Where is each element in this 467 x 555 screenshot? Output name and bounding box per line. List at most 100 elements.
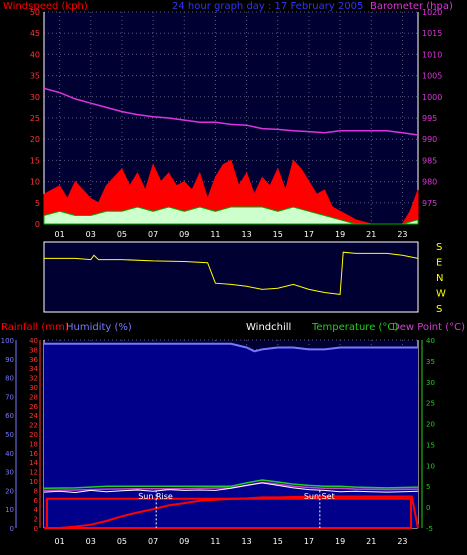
sun-set-label: Sun Set — [304, 492, 335, 501]
humidity-tick-label: 0 — [10, 525, 14, 533]
lower-hour-tick-label: 11 — [210, 537, 220, 546]
humidity-tick-label: 70 — [5, 393, 14, 401]
wind-hour-tick-label: 17 — [304, 230, 314, 239]
barometer-tick-label: 975 — [422, 199, 437, 208]
wind-hour-tick-label: 09 — [179, 230, 189, 239]
temperature-tick-label: 40 — [426, 337, 435, 345]
wind-hour-tick-label: 13 — [241, 230, 251, 239]
windspeed-tick-label: 15 — [30, 156, 40, 165]
direction-label: S — [436, 242, 442, 253]
wind-hour-tick-label: 21 — [366, 230, 376, 239]
windspeed-tick-label: 35 — [30, 72, 40, 81]
rain-tick-label: 32 — [29, 375, 38, 383]
barometer-tick-label: 1000 — [422, 93, 442, 102]
wind-hour-tick-label: 23 — [397, 230, 407, 239]
windspeed-tick-label: 10 — [30, 178, 40, 187]
direction-label: W — [436, 289, 446, 300]
windspeed-tick-labels: 0 5 10 15 20 25 30 35 40 45 50 — [30, 8, 40, 229]
wind-hour-tick-label: 15 — [273, 230, 283, 239]
windspeed-tick-label: 50 — [30, 8, 40, 17]
rain-tick-label: 26 — [29, 403, 38, 411]
temperature-tick-label: 35 — [426, 358, 435, 366]
rain-tick-label: 24 — [29, 412, 38, 420]
lower-hour-tick-label: 17 — [304, 537, 314, 546]
wind-hour-tick-label: 01 — [54, 230, 64, 239]
temperature-tick-label: 30 — [426, 379, 435, 387]
humidity-tick-label: 90 — [5, 356, 14, 364]
barometer-tick-label: 1010 — [422, 50, 442, 59]
windspeed-tick-label: 20 — [30, 135, 40, 144]
lower-tick-labels: 0102030405060708090100024681012141618202… — [1, 337, 435, 546]
rain-tick-label: 34 — [29, 365, 38, 373]
lower-hour-tick-label: 03 — [86, 537, 96, 546]
windchill-line — [43, 482, 419, 494]
lower-hour-tick-label: 01 — [54, 537, 64, 546]
rain-tick-label: 36 — [29, 356, 38, 364]
barometer-axis-label: Barometer (hpa) — [370, 1, 453, 12]
rain-tick-label: 14 — [29, 459, 38, 467]
rain-tick-label: 10 — [29, 478, 38, 486]
temperature-humidity-panel: 0102030405060708090100024681012141618202… — [1, 337, 435, 546]
lower-hour-tick-label: 19 — [335, 537, 345, 546]
windspeed-tick-label: 40 — [30, 50, 40, 59]
chart-title: 24 hour graph day : 17 February 2005 — [172, 1, 363, 12]
temperature-tick-label: 5 — [426, 483, 430, 491]
wind-hour-tick-label: 19 — [335, 230, 345, 239]
rain-tick-label: 30 — [29, 384, 38, 392]
rain-tick-label: 16 — [29, 450, 38, 458]
windspeed-tick-label: 5 — [35, 199, 40, 208]
direction-label: E — [436, 258, 442, 269]
lower-hour-tick-label: 13 — [241, 537, 251, 546]
windspeed-tick-label: 30 — [30, 93, 40, 102]
barometer-tick-label: 1015 — [422, 29, 442, 38]
rain-tick-label: 12 — [29, 469, 38, 477]
rain-tick-label: 28 — [29, 393, 38, 401]
humidity-tick-label: 80 — [5, 375, 14, 383]
lower-hour-tick-label: 05 — [117, 537, 127, 546]
wind-hour-tick-label: 07 — [148, 230, 158, 239]
wind-average-area — [43, 206, 419, 225]
rain-tick-label: 18 — [29, 440, 38, 448]
wind-hour-tick-label: 11 — [210, 230, 220, 239]
temperature-tick-label: 15 — [426, 441, 435, 449]
humidity-tick-label: 30 — [5, 469, 14, 477]
wind-direction-line — [44, 251, 419, 295]
direction-label: S — [436, 304, 442, 315]
wind-hour-tick-label: 03 — [86, 230, 96, 239]
humidity-line — [44, 342, 418, 353]
barometer-tick-label: 995 — [422, 114, 437, 123]
humidity-tick-label: 10 — [5, 506, 14, 514]
temperature-axis-label: Temperature (°C) — [311, 322, 398, 333]
sun-rise-label: Sun Rise — [138, 492, 173, 501]
wind-hour-tick-label: 05 — [117, 230, 127, 239]
rain-tick-label: 22 — [29, 422, 38, 430]
temperature-tick-label: -5 — [426, 525, 433, 533]
windspeed-tick-label: 0 — [35, 220, 40, 229]
lower-hour-tick-label: 15 — [273, 537, 283, 546]
barometer-tick-label: 985 — [422, 156, 437, 165]
temperature-line — [43, 479, 419, 490]
barometer-tick-label: 1020 — [422, 8, 442, 17]
lower-hour-tick-label: 23 — [397, 537, 407, 546]
barometer-tick-label: 980 — [422, 178, 437, 187]
barometer-tick-labels: 975 980 985 990 995 1000 1005 1010 1015 1020 — [422, 8, 442, 208]
temperature-tick-label: 10 — [426, 462, 435, 470]
temperature-tick-label: 25 — [426, 400, 435, 408]
windspeed-tick-label: 25 — [30, 114, 40, 123]
humidity-tick-label: 60 — [5, 412, 14, 420]
barometer-tick-label: 1005 — [422, 72, 442, 81]
barometer-line — [43, 87, 419, 136]
rain-tick-label: 4 — [34, 506, 39, 514]
rain-tick-label: 38 — [29, 346, 38, 354]
humidity-tick-label: 20 — [5, 487, 14, 495]
dewpoint-axis-label: Dew Point (°C) — [392, 322, 465, 333]
barometer-tick-label: 990 — [422, 135, 437, 144]
humidity-axis-label: Humidity (%) — [66, 322, 132, 333]
temperature-tick-label: 0 — [426, 504, 430, 512]
rainfall-axis-label: Rainfall (mm) — [1, 322, 69, 333]
wind-hour-tick-labels: 01 03 05 07 09 11 13 15 17 19 21 23 — [54, 230, 407, 239]
